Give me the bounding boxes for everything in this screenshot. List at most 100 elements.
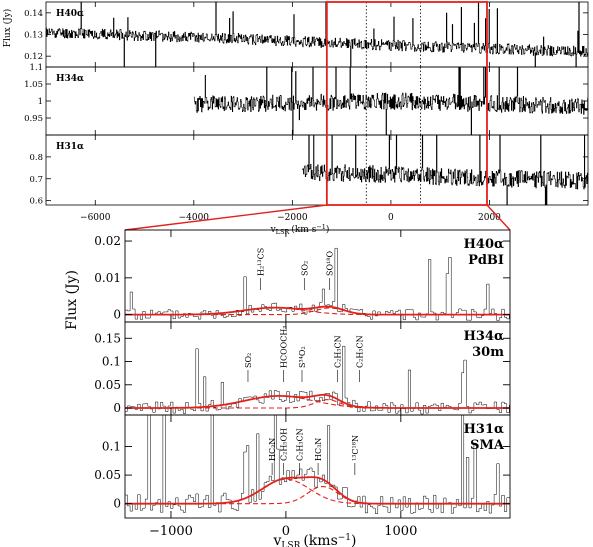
zoom-y-axis-title: Flux (Jy) bbox=[64, 270, 80, 330]
line-id-label: C₂H₃CN bbox=[296, 428, 305, 461]
y-tick-label: 1.05 bbox=[24, 80, 43, 90]
y-tick-label: 0.12 bbox=[24, 52, 43, 62]
y-tick-label: 0 bbox=[113, 497, 121, 511]
line-id-label: S³⁴O₂ bbox=[298, 346, 307, 368]
zoom-window-box bbox=[325, 1, 488, 206]
line-id-label: ¹³C¹⁸N bbox=[351, 435, 360, 461]
line-id-label: HCOOCH₃ bbox=[280, 325, 289, 368]
y-tick-label: 0.05 bbox=[94, 468, 121, 482]
y-tick-label: 0.1 bbox=[102, 439, 121, 453]
y-tick-label: 0 bbox=[113, 401, 121, 415]
zoom-spectrum-1 bbox=[125, 345, 510, 415]
gaussian-total-fit bbox=[125, 305, 510, 316]
x-axis-v: v bbox=[273, 533, 282, 547]
overview-frame-2 bbox=[45, 134, 589, 206]
line-id-marker: HCOOCH₃ bbox=[280, 325, 289, 382]
line-id-label: H₂¹³CS bbox=[257, 248, 266, 276]
gaussian-total-fit bbox=[125, 476, 510, 505]
y-tick-label: 0.01 bbox=[94, 271, 121, 285]
zoom-line-label-2: H31α bbox=[464, 422, 504, 437]
y-tick-label: 0.7 bbox=[29, 175, 43, 185]
y-tick-label: 0.95 bbox=[24, 114, 43, 124]
x-tick-label: −6000 bbox=[80, 213, 111, 223]
x-tick-label: 0 bbox=[388, 213, 394, 223]
overview-panel-2: 0.6 0.7 0.8 H31α bbox=[29, 134, 589, 207]
line-id-marker: SO₂ bbox=[300, 261, 309, 290]
line-id-marker: C₂H₃CN bbox=[334, 335, 343, 382]
line-id-label: SO₂ bbox=[244, 353, 253, 368]
zoom-connector-right bbox=[486, 204, 511, 231]
y-tick-label: 0.05 bbox=[94, 378, 121, 392]
x-tick-label: −4000 bbox=[179, 213, 210, 223]
zoom-panel-1: 0 0.05 0.1 0.15 SO₂ HCOOCH₃ S³⁴O₂ C₂H₃CN C₂H₃CN H… bbox=[94, 321, 511, 416]
line-id-label: SO₂ bbox=[300, 261, 309, 276]
x-axis-sub: LSR bbox=[276, 228, 291, 236]
overview-x-axis-title: vLSR (km s−1) bbox=[270, 223, 330, 236]
y-tick-label: 0.1 bbox=[102, 355, 121, 369]
x-axis-close: ) bbox=[326, 224, 330, 235]
zoom-instrument-label-2: SMA bbox=[470, 438, 505, 453]
overview-spectrum-0 bbox=[46, 1, 588, 68]
line-id-marker: HC₃N bbox=[268, 438, 277, 475]
overview-spectrum-1 bbox=[193, 66, 588, 136]
x-axis-exp: −1 bbox=[316, 223, 326, 231]
y-tick-label: 0 bbox=[113, 308, 121, 322]
zoom-panel-2: 00.050.1 HC₃N C₂H₅OH C₂H₃CN HC₃N ¹³C¹⁸NH31αSM… bbox=[94, 414, 511, 519]
y-tick-label: 0.8 bbox=[29, 153, 43, 163]
x-axis-units: (kms bbox=[303, 533, 337, 547]
y-tick-label: 0.13 bbox=[24, 31, 43, 41]
panel-label-1: H34α bbox=[56, 74, 84, 84]
y-tick-label: 0.6 bbox=[29, 197, 43, 207]
line-id-marker: C₂H₃CN bbox=[355, 335, 364, 382]
line-id-label: C₂H₃CN bbox=[355, 335, 364, 368]
gaussian-component-1 bbox=[125, 485, 510, 505]
zoom-spectrum-2 bbox=[125, 414, 510, 514]
zoom-x-axis-title: vLSR (kms−1) bbox=[273, 533, 357, 547]
zoom-line-label-1: H34α bbox=[464, 329, 504, 344]
zoom-instrument-label-0: PdBI bbox=[468, 253, 504, 268]
line-id-marker: S³⁴O₂ bbox=[298, 346, 307, 382]
line-id-marker: H₂¹³CS bbox=[257, 248, 266, 290]
panel-label-2: H31α bbox=[56, 142, 84, 152]
y-tick-label: 1.1 bbox=[29, 63, 43, 73]
line-id-marker: SO¹⁸O bbox=[326, 251, 335, 290]
line-id-marker: C₂H₃CN bbox=[296, 428, 305, 475]
line-id-label: HC₃N bbox=[268, 438, 277, 461]
line-id-label: C₂H₅OH bbox=[280, 428, 289, 461]
line-id-label: C₂H₃CN bbox=[334, 335, 343, 368]
zoom-instrument-label-1: 30m bbox=[472, 345, 504, 360]
x-axis-sub: LSR bbox=[281, 541, 300, 547]
x-tick-label: −1000 bbox=[149, 524, 193, 539]
overview-panel-0: 0.12 0.13 0.14 H40α bbox=[24, 1, 589, 68]
line-id-marker: HC₃N bbox=[314, 438, 323, 475]
line-id-label: SO¹⁸O bbox=[326, 251, 335, 276]
x-tick-label: 1000 bbox=[384, 524, 417, 539]
x-axis-close: ) bbox=[351, 533, 356, 547]
x-tick-label: 0 bbox=[282, 524, 290, 539]
zoom-line-label-0: H40α bbox=[464, 237, 504, 252]
y-tick-label: 0.02 bbox=[94, 234, 121, 248]
line-id-label: HC₃N bbox=[314, 438, 323, 461]
overview-spectrum-2 bbox=[302, 134, 589, 206]
y-tick-label: 0.15 bbox=[94, 331, 121, 345]
x-axis-units: (km s bbox=[291, 224, 316, 235]
panel-label-0: H40α bbox=[56, 9, 84, 19]
x-tick-label: 2000 bbox=[478, 213, 501, 223]
zoom-frame-2 bbox=[124, 414, 511, 519]
y-tick-label: 0.14 bbox=[24, 9, 43, 19]
gaussian-total-fit bbox=[125, 393, 510, 409]
zoom-connector-left bbox=[124, 204, 327, 231]
overview-y-axis-title: Flux (Jy) bbox=[2, 9, 13, 48]
line-id-marker: SO₂ bbox=[244, 353, 253, 382]
line-id-marker: ¹³C¹⁸N bbox=[351, 435, 360, 475]
y-tick-label: 1 bbox=[38, 97, 43, 107]
zoom-spectrum-0 bbox=[125, 247, 510, 321]
overview-panel-1: 0.95 1 1.05 1.1 H34α bbox=[24, 63, 589, 136]
line-id-marker: C₂H₅OH bbox=[280, 428, 289, 475]
overview-plot: 0.120.130.14 H40α0.9511.051.1H34α0.60.70.… bbox=[2, 1, 589, 236]
x-axis-exp: −1 bbox=[338, 533, 351, 543]
x-tick-label: −2000 bbox=[277, 213, 308, 223]
